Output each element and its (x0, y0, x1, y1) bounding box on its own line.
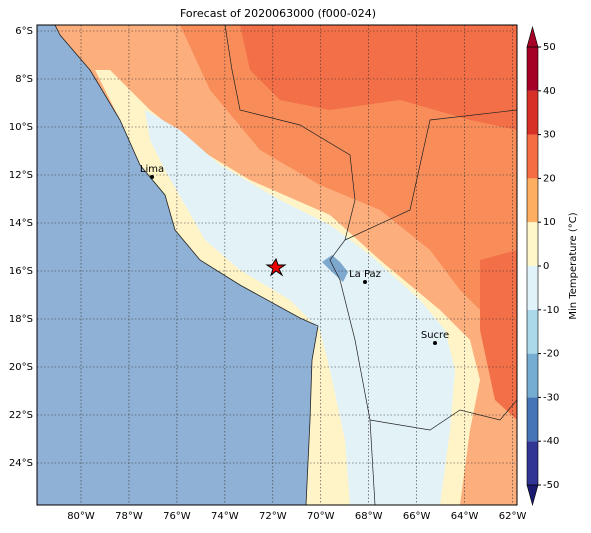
lon-tick-label: 66°W (403, 511, 431, 522)
colorbar-tick-label: 50 (543, 42, 556, 53)
star-marker (265, 257, 287, 277)
colorbar-tick-label: -50 (543, 480, 559, 491)
colorbar-tick-label: 10 (543, 217, 556, 228)
lat-tick-label: 24°S (9, 458, 33, 469)
lon-tick-label: 64°W (451, 511, 479, 522)
colorbar-bin (527, 222, 538, 266)
city-marker (363, 280, 367, 284)
lat-tick-label: 18°S (9, 314, 33, 325)
lat-tick-label: 20°S (9, 362, 33, 373)
city-label: Sucre (421, 330, 449, 341)
colorbar-tick-label: -20 (543, 349, 559, 360)
lat-tick-label: 10°S (9, 122, 33, 133)
colorbar-bin (527, 397, 538, 442)
lat-tick-label: 6°S (15, 26, 33, 37)
colorbar: -50 -40 -30 -20 -10 0 10 20 30 40 50 (526, 25, 559, 507)
colorbar-label: Min Temperature (°C) (568, 212, 579, 319)
colorbar-bin (527, 353, 538, 398)
lon-tick-label: 78°W (115, 511, 143, 522)
title: Forecast of 2020063000 (f000-024) (180, 7, 376, 20)
city-label: La Paz (349, 269, 381, 280)
lon-tick-label: 74°W (211, 511, 239, 522)
lon-tick-label: 68°W (355, 511, 383, 522)
lat-tick-label: 16°S (9, 266, 33, 277)
city-label: Lima (140, 164, 164, 175)
lon-tick-label: 80°W (67, 511, 95, 522)
map-frame (36, 24, 518, 506)
colorbar-tick-label: 40 (543, 86, 556, 97)
city-marker (433, 341, 437, 345)
city-marker (150, 175, 154, 179)
colorbar-tick-label: -30 (543, 392, 559, 403)
lon-tick-label: 70°W (307, 511, 335, 522)
colorbar-bin (527, 266, 538, 310)
colorbar-bin (527, 309, 538, 354)
lat-tick-label: 22°S (9, 410, 33, 421)
colorbar-bin (527, 90, 538, 135)
colorbar-extend-max (526, 25, 539, 48)
colorbar-bin (527, 47, 538, 91)
colorbar-bin (527, 178, 538, 223)
lat-tick-label: 8°S (15, 74, 33, 85)
map (37, 25, 517, 505)
colorbar-tick-label: 0 (543, 261, 549, 272)
lon-tick-label: 76°W (163, 511, 191, 522)
colorbar-tick-label: -10 (543, 305, 559, 316)
colorbar-extend-min (526, 484, 539, 507)
lat-tick-label: 14°S (9, 218, 33, 229)
colorbar-tick-label: 30 (543, 130, 556, 141)
colorbar-tick-label: 20 (543, 173, 556, 184)
lat-tick-label: 12°S (9, 170, 33, 181)
lon-tick-label: 72°W (259, 511, 287, 522)
colorbar-tick-label: -40 (543, 436, 559, 447)
colorbar-bin (527, 441, 538, 485)
lon-tick-label: 62°W (499, 511, 527, 522)
colorbar-bin (527, 134, 538, 179)
